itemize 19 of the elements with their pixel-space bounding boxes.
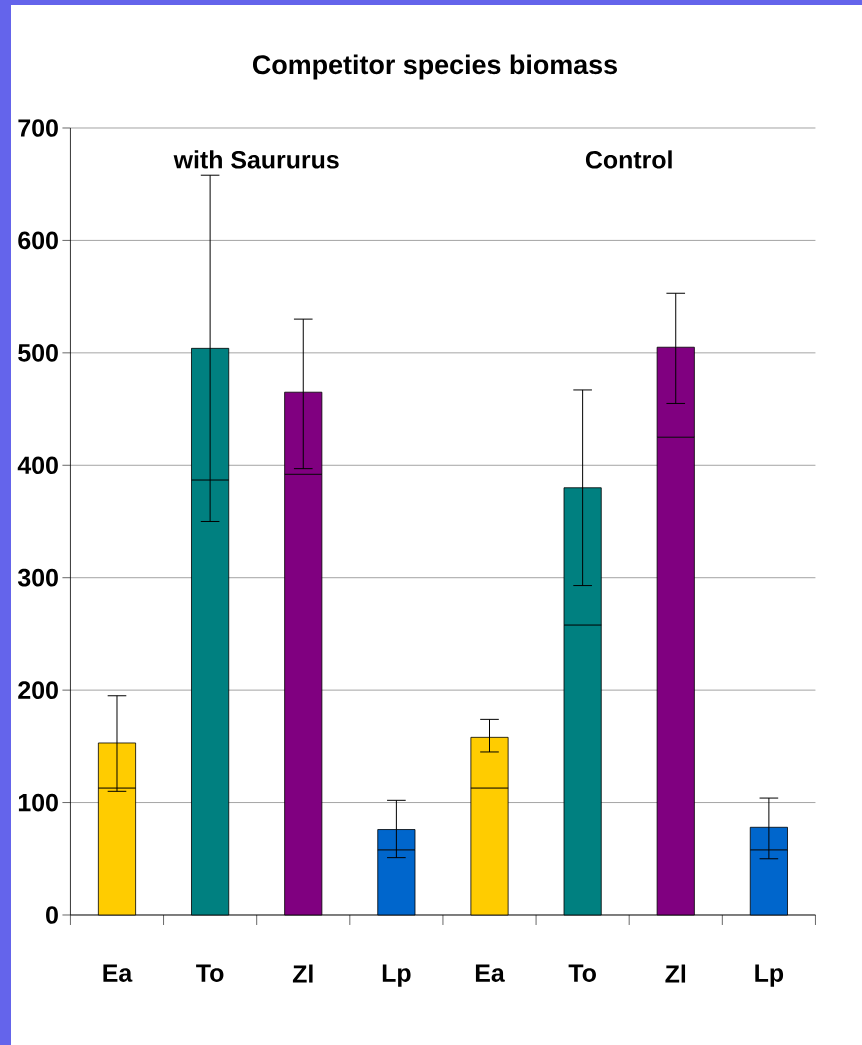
- y-tick-label: 700: [18, 119, 58, 137]
- x-tick-label: Ea: [103, 964, 133, 982]
- y-tick-label: 100: [18, 793, 58, 812]
- annotation: with Saururus: [173, 150, 339, 169]
- x-tick-label: To: [196, 964, 224, 982]
- y-tick-label: 600: [18, 231, 58, 250]
- x-tick-label: To: [568, 964, 596, 982]
- chart-title: Competitor species biomass: [252, 54, 617, 80]
- annotation: Control: [585, 150, 672, 169]
- x-tick-label: Ea: [475, 964, 505, 982]
- y-tick-label: 0: [46, 906, 58, 924]
- y-tick-label: 300: [17, 568, 58, 587]
- y-tick-label: 400: [17, 456, 58, 475]
- x-tick-label: Zl: [665, 964, 686, 983]
- x-tick-label: Lp: [382, 964, 411, 987]
- y-tick-label: 200: [18, 681, 58, 699]
- x-tick-label: Zl: [292, 964, 313, 983]
- y-tick-label: 500: [18, 344, 58, 362]
- x-tick-label: Lp: [755, 964, 784, 987]
